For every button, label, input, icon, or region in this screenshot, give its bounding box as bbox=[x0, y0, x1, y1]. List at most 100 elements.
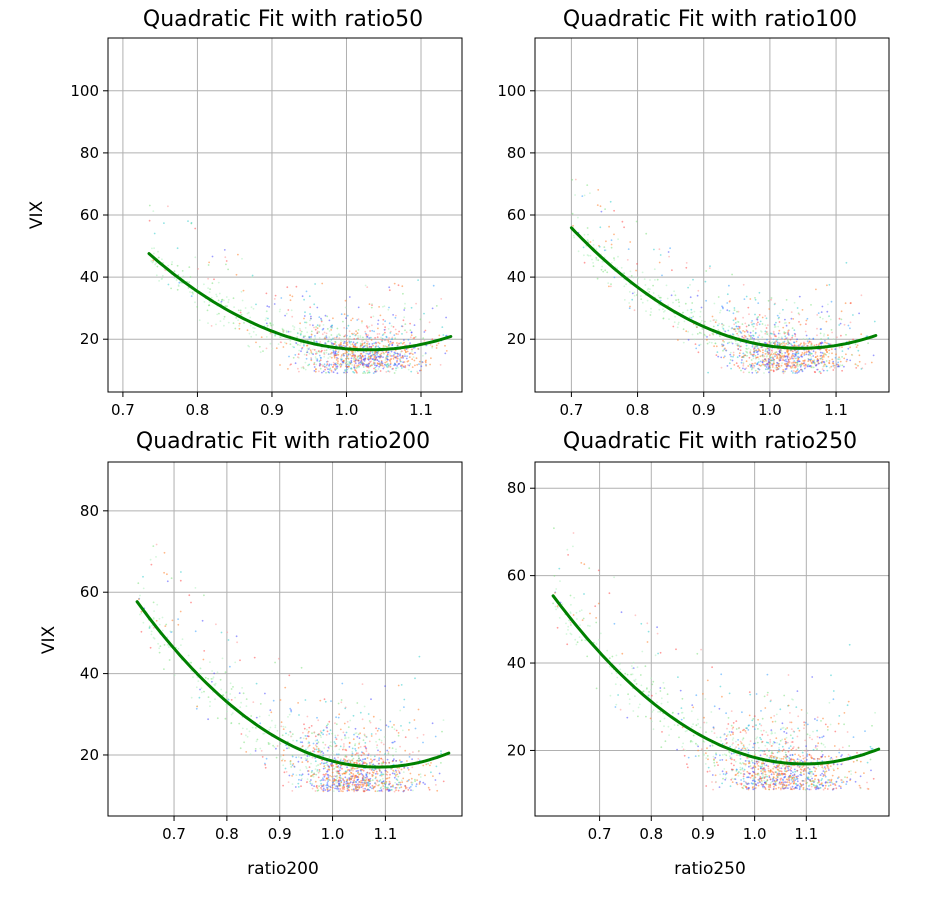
scatter-point bbox=[845, 360, 848, 363]
scatter-point bbox=[569, 621, 572, 624]
scatter-point bbox=[332, 337, 334, 340]
scatter-point bbox=[775, 787, 777, 790]
scatter-point bbox=[367, 778, 370, 781]
scatter-point bbox=[226, 631, 229, 634]
scatter-point bbox=[255, 727, 257, 729]
scatter-point bbox=[781, 362, 783, 364]
scatter-point bbox=[328, 747, 330, 750]
scatter-point bbox=[197, 268, 200, 270]
scatter-point bbox=[695, 347, 698, 350]
scatter-point bbox=[367, 340, 369, 343]
scatter-point bbox=[378, 333, 381, 335]
scatter-point bbox=[774, 342, 776, 344]
scatter-point bbox=[760, 749, 762, 752]
scatter-point bbox=[662, 308, 664, 311]
scatter-point bbox=[573, 596, 576, 599]
scatter-point bbox=[396, 779, 399, 782]
scatter-point bbox=[398, 787, 401, 789]
scatter-point bbox=[309, 780, 311, 783]
scatter-point bbox=[313, 339, 315, 342]
scatter-point bbox=[856, 751, 858, 754]
scatter-point bbox=[208, 291, 211, 293]
scatter-point bbox=[320, 317, 322, 320]
scatter-point bbox=[369, 365, 372, 368]
scatter-point bbox=[297, 702, 299, 704]
scatter-point bbox=[397, 333, 399, 336]
scatter-point bbox=[746, 354, 748, 357]
scatter-point bbox=[413, 336, 416, 339]
scatter-point bbox=[858, 354, 861, 357]
scatter-point bbox=[384, 769, 387, 772]
scatter-point bbox=[653, 268, 656, 271]
scatter-point bbox=[332, 371, 335, 374]
scatter-point bbox=[289, 707, 292, 710]
scatter-point bbox=[764, 315, 767, 317]
y-tick-label: 60 bbox=[507, 206, 526, 224]
scatter-point bbox=[722, 777, 724, 780]
scatter-point bbox=[213, 278, 215, 281]
scatter-point bbox=[860, 368, 863, 370]
scatter-point bbox=[774, 326, 777, 328]
x-tick-label: 0.7 bbox=[111, 401, 135, 419]
scatter-point bbox=[436, 789, 439, 792]
scatter-point bbox=[828, 352, 831, 355]
scatter-point bbox=[364, 372, 366, 374]
scatter-point bbox=[357, 335, 359, 337]
scatter-point bbox=[814, 371, 817, 374]
scatter-point bbox=[379, 363, 381, 366]
scatter-point bbox=[336, 753, 338, 756]
scatter-point bbox=[349, 343, 352, 346]
scatter-point bbox=[261, 756, 264, 758]
scatter-point bbox=[202, 658, 205, 661]
scatter-point bbox=[356, 762, 358, 765]
scatter-point bbox=[382, 356, 384, 358]
scatter-point bbox=[209, 661, 211, 663]
scatter-point bbox=[733, 323, 736, 326]
scatter-point bbox=[435, 784, 437, 786]
scatter-point bbox=[306, 344, 309, 347]
scatter-point bbox=[333, 356, 336, 359]
scatter-point bbox=[362, 784, 365, 786]
scatter-point bbox=[320, 762, 323, 764]
scatter-point bbox=[357, 306, 360, 309]
scatter-point bbox=[331, 366, 334, 368]
scatter-point bbox=[717, 355, 720, 358]
scatter-point bbox=[619, 668, 622, 671]
scatter-point bbox=[741, 323, 744, 325]
scatter-point bbox=[325, 335, 327, 338]
scatter-point bbox=[740, 369, 742, 372]
scatter-point bbox=[711, 332, 714, 335]
scatter-point bbox=[259, 703, 262, 705]
scatter-point bbox=[325, 777, 328, 780]
scatter-point bbox=[403, 341, 405, 344]
scatter-point bbox=[306, 757, 309, 760]
scatter-point bbox=[384, 361, 387, 364]
scatter-point bbox=[701, 328, 704, 330]
scatter-point bbox=[414, 351, 416, 354]
scatter-point bbox=[822, 365, 824, 368]
scatter-point bbox=[640, 298, 643, 300]
scatter-point bbox=[633, 294, 636, 297]
scatter-point bbox=[709, 320, 712, 322]
scatter-point bbox=[830, 781, 833, 784]
scatter-point bbox=[724, 773, 727, 776]
scatter-point bbox=[743, 784, 745, 787]
scatter-point bbox=[336, 335, 338, 338]
scatter-point bbox=[722, 327, 725, 330]
scatter-point bbox=[310, 336, 312, 338]
scatter-point bbox=[796, 351, 799, 353]
scatter-point bbox=[176, 288, 179, 291]
scatter-point bbox=[340, 701, 343, 704]
scatter-point bbox=[671, 269, 673, 272]
scatter-point bbox=[409, 322, 411, 325]
scatter-point bbox=[274, 294, 277, 297]
scatter-point bbox=[718, 707, 721, 710]
scatter-point bbox=[827, 303, 829, 306]
scatter-point bbox=[741, 336, 744, 339]
scatter-point bbox=[749, 337, 752, 340]
scatter-point bbox=[334, 354, 337, 356]
scatter-point bbox=[792, 354, 795, 357]
scatter-point bbox=[364, 344, 367, 347]
scatter-point bbox=[441, 730, 443, 733]
scatter-point bbox=[381, 773, 384, 776]
